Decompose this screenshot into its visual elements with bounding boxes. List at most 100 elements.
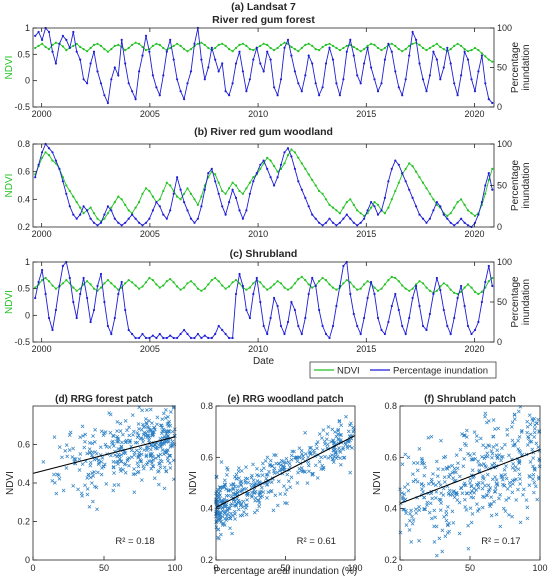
series-point-inundation xyxy=(387,42,390,45)
series-point-ndvi xyxy=(228,187,231,190)
series-point-inundation xyxy=(466,224,470,227)
y2-tick-label: 50 xyxy=(497,63,507,73)
scatter-point xyxy=(434,553,439,558)
series-point-inundation xyxy=(124,221,127,224)
scatter-point xyxy=(224,502,229,507)
scatter-point xyxy=(64,443,69,447)
scatter-point xyxy=(71,446,75,451)
scatter-point xyxy=(223,482,227,487)
series-point-inundation xyxy=(352,221,355,224)
series-point-inundation xyxy=(311,62,314,65)
scatter-point xyxy=(155,415,160,420)
series-point-inundation xyxy=(408,316,411,320)
series-point-inundation xyxy=(238,209,241,212)
panel-title: (e) RRG woodland patch xyxy=(227,394,343,405)
scatter-point xyxy=(153,443,158,447)
series-point-ndvi xyxy=(106,50,109,53)
series-point-ndvi xyxy=(103,217,106,220)
scatter-point xyxy=(537,429,542,433)
series-point-ndvi xyxy=(189,48,193,51)
scatter-point xyxy=(482,495,487,500)
series-point-inundation xyxy=(460,74,463,77)
series-point-inundation xyxy=(331,58,335,61)
series-point-ndvi xyxy=(415,283,418,286)
series-point-ndvi xyxy=(47,48,51,51)
series-point-ndvi xyxy=(383,283,386,286)
series-point-inundation xyxy=(203,334,206,337)
scatter-point xyxy=(150,431,154,436)
scatter-point xyxy=(474,434,479,438)
series-point-inundation xyxy=(92,221,96,224)
scatter-point xyxy=(238,513,243,518)
scatter-point xyxy=(130,455,134,460)
scatter-point xyxy=(123,440,128,445)
scatter-point xyxy=(119,452,124,457)
series-point-ndvi xyxy=(183,48,186,51)
series-point-ndvi xyxy=(169,184,172,187)
scatter-point xyxy=(531,472,536,477)
series-point-ndvi xyxy=(193,198,196,201)
series-point-inundation xyxy=(82,205,85,208)
series-point-inundation xyxy=(383,196,386,199)
scatter-point xyxy=(512,478,517,482)
scatter-point xyxy=(121,451,126,456)
series-point-inundation xyxy=(425,90,428,93)
y-tick-label: 1 xyxy=(25,23,30,33)
series-point-ndvi xyxy=(293,48,296,51)
series-point-inundation xyxy=(34,176,37,179)
x-tick-label: 2005 xyxy=(140,229,160,239)
series-point-inundation xyxy=(449,221,452,224)
scatter-point xyxy=(65,454,70,459)
series-point-ndvi xyxy=(411,42,414,45)
series-point-inundation xyxy=(245,90,248,93)
series-point-inundation xyxy=(155,201,158,204)
series-point-ndvi xyxy=(356,48,359,51)
scatter-point xyxy=(118,466,123,471)
series-point-ndvi xyxy=(86,50,89,53)
scatter-point xyxy=(234,472,239,477)
scatter-point xyxy=(289,457,294,462)
series-point-inundation xyxy=(276,304,279,308)
series-point-inundation xyxy=(297,324,300,328)
scatter-point xyxy=(292,449,296,454)
scatter-point xyxy=(146,429,150,434)
scatter-point xyxy=(160,448,165,452)
scatter-point xyxy=(135,435,140,440)
series-point-inundation xyxy=(255,46,258,49)
series-point-ndvi xyxy=(470,286,473,289)
series-point-ndvi xyxy=(106,279,109,282)
scatter-point xyxy=(168,410,173,414)
series-point-inundation xyxy=(418,304,421,308)
scatter-point xyxy=(434,483,438,487)
scatter-point xyxy=(118,421,123,426)
y-tick-label: 0.5 xyxy=(17,284,30,294)
series-point-inundation xyxy=(404,332,407,336)
scatter-point xyxy=(222,523,227,527)
series-point-ndvi xyxy=(387,206,390,209)
scatter-point xyxy=(138,446,143,451)
scatter-point xyxy=(419,482,424,487)
series-point-ndvi xyxy=(248,286,251,289)
series-point-inundation xyxy=(477,70,480,73)
series-point-inundation xyxy=(480,54,483,57)
series-point-inundation xyxy=(290,300,293,304)
scatter-point xyxy=(136,464,141,469)
y-axis-label: NDVI xyxy=(5,471,16,495)
series-point-inundation xyxy=(408,54,411,57)
series-point-inundation xyxy=(383,58,386,61)
series-point-inundation xyxy=(411,30,414,34)
series-point-inundation xyxy=(283,151,286,154)
series-point-ndvi xyxy=(487,280,490,283)
series-point-inundation xyxy=(432,209,435,212)
series-point-inundation xyxy=(352,54,355,57)
series-point-ndvi xyxy=(179,44,182,48)
scatter-point xyxy=(155,422,159,427)
scatter-point xyxy=(303,470,307,474)
scatter-point xyxy=(462,433,466,438)
series-point-ndvi xyxy=(394,44,397,48)
series-point-inundation xyxy=(356,74,359,77)
scatter-point xyxy=(528,475,532,479)
series-point-inundation xyxy=(335,224,338,227)
scatter-point xyxy=(525,419,530,424)
series-point-inundation xyxy=(266,50,269,53)
